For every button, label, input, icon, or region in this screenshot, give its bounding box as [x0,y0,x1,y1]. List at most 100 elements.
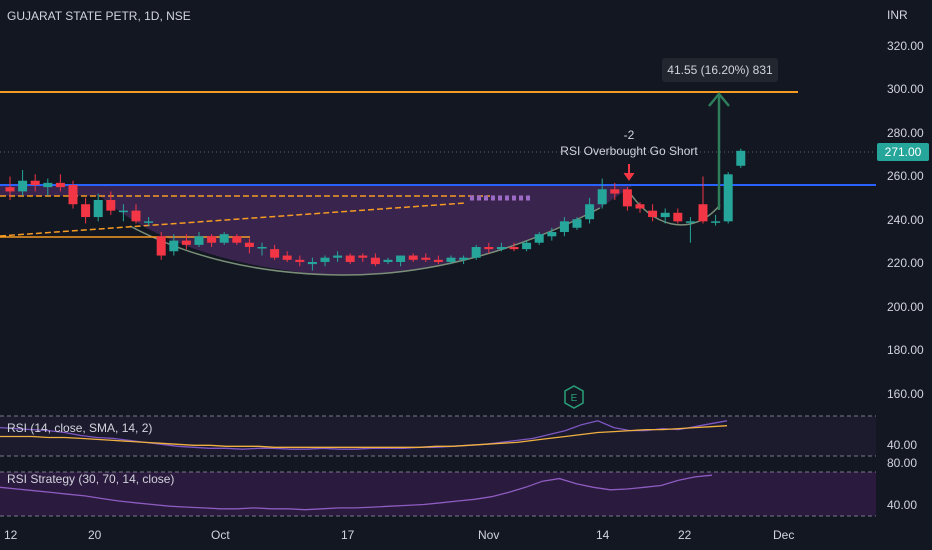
arrow-down-icon [623,164,635,181]
candle [257,242,267,256]
candle [585,197,595,224]
candle [509,242,519,252]
x-tick: 20 [88,528,102,542]
candle [711,214,721,226]
candle [181,234,191,250]
candle [648,204,658,222]
candle [446,255,456,265]
candle [169,234,179,256]
candle [156,232,166,260]
y-tick: 280.00 [887,126,924,140]
rsi-strategy-y-tick: 80.00 [887,456,917,470]
x-tick: 14 [596,528,610,542]
candle [18,170,28,196]
candle [660,208,670,224]
svg-text:E: E [571,393,578,404]
candle [93,193,103,222]
candle [496,242,506,252]
candle [358,253,368,262]
candle [736,148,746,168]
candle [559,217,569,237]
rsi-title: RSI (14, close, SMA, 14, 2) [7,421,152,435]
candle [471,244,481,260]
x-tick: Dec [773,528,794,542]
candle [207,234,217,247]
annotation-count: -2 [624,128,635,142]
candle [333,251,343,262]
candle [43,178,53,196]
candle [118,204,128,222]
rsi-strategy-line [0,474,713,511]
candle [622,187,632,211]
candle [433,255,443,265]
currency-label: INR [887,8,908,22]
candle [270,244,280,260]
y-tick: 260.00 [887,169,924,183]
candle [635,202,645,213]
candle [320,255,330,267]
candle [5,176,15,200]
rsi-pane[interactable]: RSI (14, close, SMA, 14, 2) 40.00 [0,415,917,457]
candle [68,180,78,209]
candle [610,182,620,200]
handle-curve [627,189,721,226]
candles [5,148,746,271]
candle [484,242,494,254]
candle [30,174,40,192]
y-tick: 300.00 [887,82,924,96]
candle [572,217,582,230]
candle [698,176,708,224]
candle [673,208,683,224]
candle [106,191,116,215]
rsi-line [0,420,728,450]
candle [547,227,557,241]
candle [219,232,229,245]
y-tick: 220.00 [887,256,924,270]
y-tick: 240.00 [887,213,924,227]
earnings-icon[interactable]: E [564,385,584,409]
candle [421,253,431,262]
rsi-strategy-pane[interactable]: RSI Strategy (30, 70, 14, close) 80.00 4… [0,456,917,517]
candle [597,178,607,209]
candle [723,172,733,224]
y-tick: 160.00 [887,387,924,401]
x-tick: 17 [341,528,355,542]
candle [408,253,418,262]
x-tick: Oct [211,528,230,542]
candle [345,253,355,265]
candle [534,232,544,245]
candle [232,234,242,245]
candle [81,197,91,224]
last-price-label: 271.00 [885,145,922,159]
candle [55,174,65,192]
rsi-strategy-band [0,472,876,516]
y-tick: 200.00 [887,300,924,314]
candle [144,217,154,226]
measure-label: 41.55 (16.20%) 831 [667,63,773,77]
measure-tool[interactable]: 41.55 (16.20%) 831 [662,58,778,210]
candle [194,232,204,247]
annotation-text: RSI Overbought Go Short [560,144,698,158]
candle [685,217,695,243]
rsi-band [0,416,876,456]
wedge-trendline[interactable] [0,202,466,237]
candle [383,257,393,265]
rsi-strategy-title: RSI Strategy (30, 70, 14, close) [7,472,174,486]
symbol-title[interactable]: GUJARAT STATE PETR, 1D, NSE [7,9,191,23]
rsi-ma-line [0,425,728,448]
candle [131,204,141,224]
y-tick: 320.00 [887,39,924,53]
x-tick: 12 [4,528,18,542]
x-tick: 22 [678,528,692,542]
rsi-y-tick: 40.00 [887,438,917,452]
x-tick: Nov [478,528,499,542]
candle [370,253,380,267]
candle [522,240,532,252]
candle [307,257,317,271]
y-tick: 180.00 [887,343,924,357]
price-axis[interactable]: INR 320.00 300.00 280.00 260.00 240.00 2… [877,8,929,401]
time-axis[interactable]: 12 20 Oct 17 Nov 14 22 Dec [4,528,794,542]
candle [244,238,254,254]
